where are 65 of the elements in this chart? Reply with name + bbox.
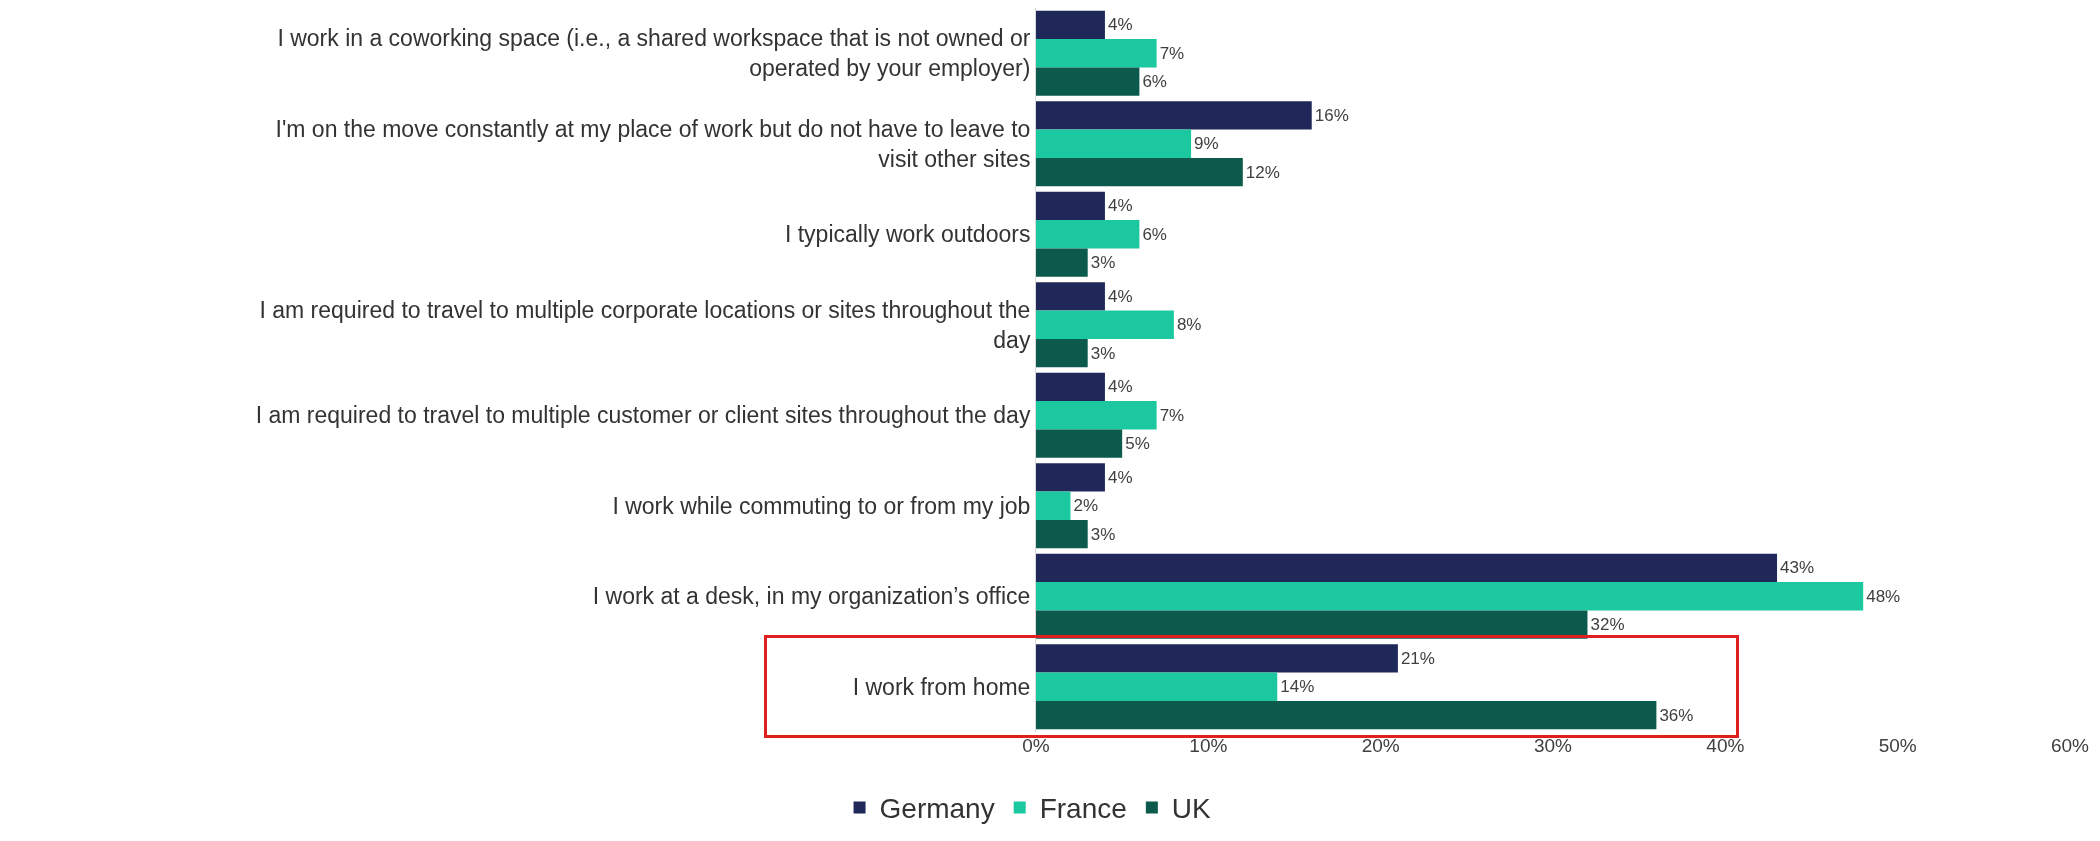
bar bbox=[1036, 191, 1105, 221]
x-tick-label: 60% bbox=[2050, 735, 2090, 756]
y-tick-label: I typically work outdoors bbox=[784, 221, 1031, 248]
data-label: 3% bbox=[1090, 343, 1116, 363]
bar bbox=[1036, 39, 1157, 68]
bar bbox=[1036, 157, 1243, 187]
bar bbox=[1036, 129, 1192, 158]
data-label: 32% bbox=[1590, 615, 1625, 635]
bar bbox=[1036, 672, 1278, 701]
data-label: 4% bbox=[1107, 286, 1133, 306]
y-tick-label: I work from home bbox=[852, 673, 1031, 700]
x-tick-label: 10% bbox=[1189, 735, 1228, 756]
data-label: 4% bbox=[1107, 15, 1133, 35]
data-label: 7% bbox=[1159, 43, 1185, 63]
data-label: 36% bbox=[1659, 705, 1694, 725]
bar bbox=[1036, 310, 1174, 339]
data-label: 14% bbox=[1280, 677, 1315, 697]
bar bbox=[1036, 67, 1140, 96]
data-label: 8% bbox=[1176, 315, 1202, 335]
x-tick-label: 30% bbox=[1533, 735, 1573, 756]
data-label: 12% bbox=[1245, 162, 1280, 182]
bar bbox=[1036, 372, 1105, 402]
bar bbox=[1036, 220, 1140, 249]
bar bbox=[1036, 10, 1105, 40]
bar bbox=[1036, 463, 1105, 492]
data-label: 5% bbox=[1125, 434, 1150, 454]
data-label: 43% bbox=[1780, 558, 1815, 578]
data-label: 2% bbox=[1073, 496, 1099, 516]
legend-label: UK bbox=[1171, 793, 1212, 825]
data-label: 6% bbox=[1142, 224, 1167, 244]
y-tick-label: I work at a desk, in my organization’s office bbox=[592, 583, 1031, 610]
bar bbox=[1036, 101, 1312, 130]
bar bbox=[1036, 282, 1105, 311]
bar bbox=[1036, 491, 1071, 520]
bar bbox=[1036, 582, 1864, 611]
x-tick-label: 50% bbox=[1878, 735, 1917, 756]
data-label: 6% bbox=[1142, 72, 1167, 92]
x-tick-label: 40% bbox=[1706, 735, 1745, 756]
y-tick-label: I am required to travel to multiple corporate locations or sites throughout the day bbox=[259, 296, 1031, 353]
bar bbox=[1036, 429, 1123, 458]
data-label: 21% bbox=[1400, 648, 1435, 668]
y-tick-label: I work while commuting to or from my job bbox=[612, 492, 1031, 519]
x-tick-label: 20% bbox=[1361, 735, 1400, 756]
data-label: 3% bbox=[1090, 524, 1116, 544]
data-label: 9% bbox=[1194, 134, 1219, 154]
bar bbox=[1036, 248, 1088, 277]
bar bbox=[1036, 644, 1398, 673]
data-label: 7% bbox=[1159, 405, 1185, 425]
legend-label: France bbox=[1039, 793, 1127, 825]
y-tick-label: I'm on the move constantly at my place of work but do not have to leave to visit other sites bbox=[275, 115, 1031, 172]
bar bbox=[1036, 519, 1088, 549]
y-tick-label: I work in a coworking space (i.e., a shared workspace that is not owned or operated by your employer) bbox=[277, 25, 1031, 82]
data-label: 3% bbox=[1090, 253, 1116, 273]
data-label: 48% bbox=[1866, 586, 1901, 606]
legend-label: Germany bbox=[879, 793, 995, 825]
data-label: 4% bbox=[1107, 196, 1133, 216]
x-tick-label: 0% bbox=[1022, 735, 1050, 756]
bar bbox=[1036, 700, 1657, 730]
bar bbox=[1036, 401, 1157, 430]
y-tick-label: I am required to travel to multiple customer or client sites throughout the day bbox=[255, 402, 1031, 429]
data-label: 4% bbox=[1107, 467, 1133, 487]
data-label: 4% bbox=[1107, 377, 1133, 397]
bar bbox=[1036, 553, 1778, 583]
data-label: 16% bbox=[1314, 105, 1349, 125]
bar bbox=[1036, 338, 1088, 368]
